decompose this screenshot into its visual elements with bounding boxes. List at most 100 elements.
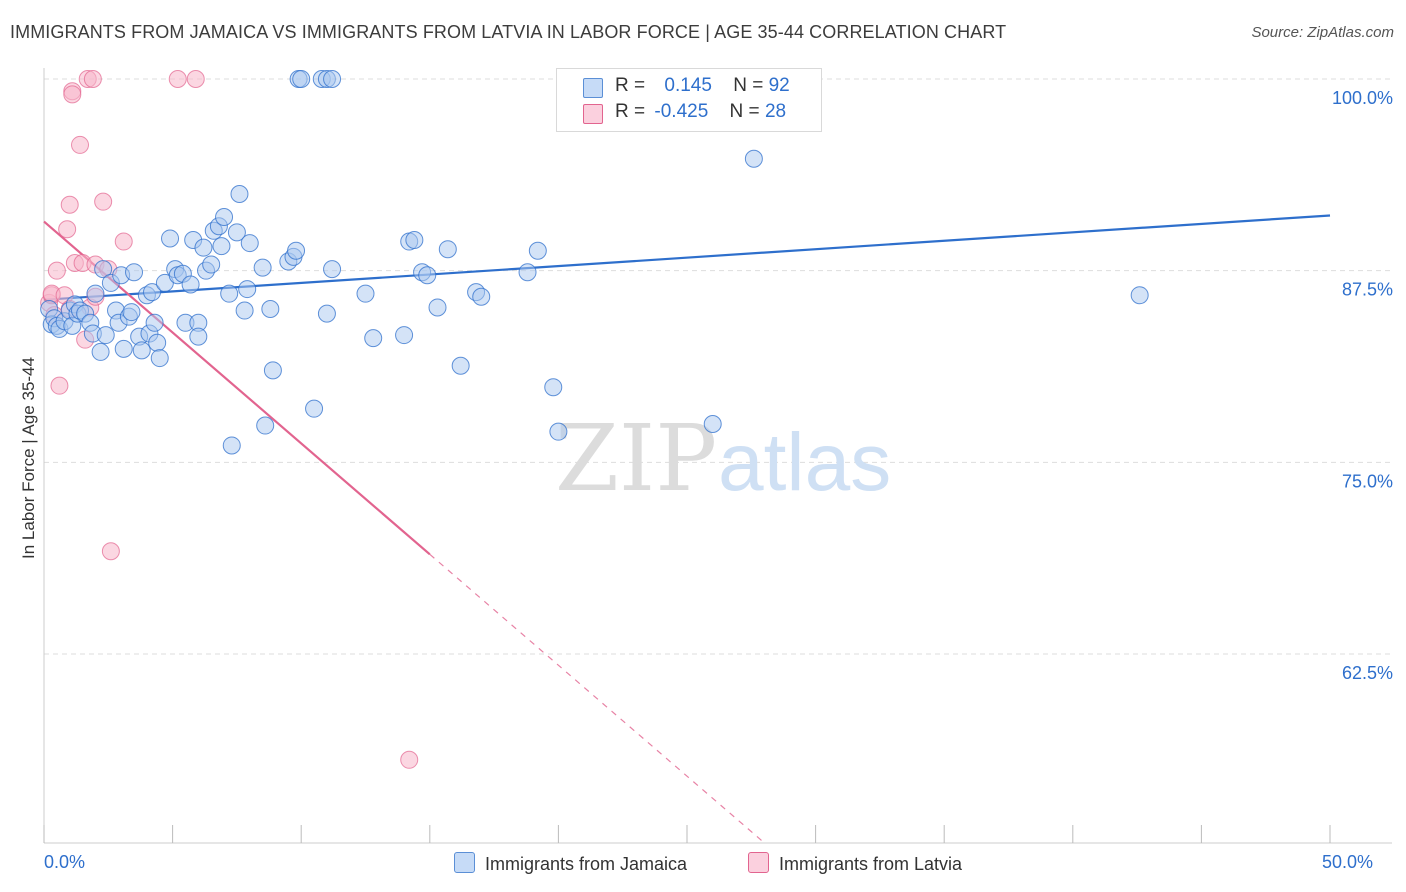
jamaica-point <box>143 283 162 302</box>
jamaica-point <box>256 416 275 435</box>
jamaica-point <box>418 266 437 285</box>
jamaica-point <box>451 356 470 375</box>
legend-swatch-latvia <box>583 104 603 124</box>
latvia-point <box>63 85 82 104</box>
jamaica-point <box>235 301 254 320</box>
jamaica-point <box>96 326 115 345</box>
y-tick-label: 75.0% <box>1342 471 1393 491</box>
jamaica-point <box>544 378 563 397</box>
jamaica-point <box>703 415 722 433</box>
jamaica-point <box>145 313 164 332</box>
jamaica-point <box>323 70 342 88</box>
bottom-legend-latvia: Immigrants from Latvia <box>748 852 962 875</box>
latvia-points <box>40 70 419 769</box>
jamaica-point <box>1130 286 1149 305</box>
latvia-point <box>47 261 66 280</box>
y-tick-labels: 62.5% 75.0% 87.5% 100.0% <box>1332 88 1393 683</box>
watermark: ZIP atlas <box>555 405 891 512</box>
legend-stats-latvia: R = -0.425 N = 28 <box>615 101 786 123</box>
legend-n-value: 92 <box>768 75 790 96</box>
latvia-point <box>83 70 102 88</box>
y-tick-label: 87.5% <box>1342 280 1393 300</box>
jamaica-point <box>263 361 282 380</box>
bottom-legend-swatch-jamaica <box>454 852 475 873</box>
jamaica-point <box>438 240 457 259</box>
jamaica-points <box>40 70 1149 455</box>
latvia-point <box>168 70 187 88</box>
jamaica-point <box>240 234 259 253</box>
jamaica-point <box>91 342 110 361</box>
y-axis-label: In Labor Force | Age 35-44 <box>19 357 38 559</box>
x-tick-max: 50.0% <box>1322 852 1374 872</box>
jamaica-point <box>323 260 342 279</box>
latvia-point <box>400 750 419 769</box>
latvia-trend-extension <box>429 553 765 844</box>
jamaica-point <box>212 237 231 256</box>
bottom-legend-label-latvia: Immigrants from Latvia <box>779 854 963 874</box>
jamaica-trend-line <box>43 214 1331 301</box>
legend-stats-jamaica: R = 0.145 N = 92 <box>615 75 790 97</box>
jamaica-point <box>238 280 257 299</box>
jamaica-point <box>356 284 375 303</box>
jamaica-point <box>744 149 763 168</box>
latvia-point <box>114 232 133 251</box>
jamaica-point <box>292 70 311 88</box>
bottom-legend-label-jamaica: Immigrants from Jamaica <box>485 854 688 874</box>
jamaica-point <box>549 422 568 441</box>
source-credit: Source: ZipAtlas.com <box>1251 24 1394 41</box>
jamaica-point <box>94 260 113 279</box>
latvia-point <box>60 195 79 214</box>
legend-swatch-jamaica <box>583 78 603 98</box>
jamaica-point <box>194 238 213 257</box>
legend-n-label: N = <box>733 75 764 96</box>
jamaica-point <box>405 231 424 249</box>
latvia-point <box>101 542 120 561</box>
legend-r-label: R = <box>615 101 646 122</box>
jamaica-point <box>518 263 537 282</box>
legend-n-value: 28 <box>764 101 787 122</box>
jamaica-point <box>132 341 151 360</box>
axes <box>43 68 1392 844</box>
watermark-atlas: atlas <box>718 417 891 508</box>
jamaica-point <box>125 263 144 282</box>
jamaica-point <box>222 436 241 455</box>
y-tick-label: 62.5% <box>1342 663 1393 683</box>
legend-n-label: N = <box>729 101 760 122</box>
jamaica-point <box>220 284 239 303</box>
jamaica-point <box>253 258 272 277</box>
jamaica-point <box>472 287 491 306</box>
jamaica-point <box>317 304 336 323</box>
watermark-zip: ZIP <box>555 405 717 512</box>
jamaica-point <box>230 185 249 203</box>
jamaica-point <box>189 327 208 346</box>
y-tick-label: 100.0% <box>1332 88 1393 108</box>
grid-lines <box>44 78 1392 655</box>
latvia-point <box>50 376 69 395</box>
correlation-legend: R = 0.145 N = 92 R = -0.425 N = 28 <box>556 68 822 132</box>
bottom-legend-swatch-latvia <box>748 852 769 873</box>
jamaica-point <box>150 349 169 368</box>
latvia-point <box>94 192 113 211</box>
jamaica-point <box>364 329 383 348</box>
jamaica-point <box>428 298 447 317</box>
latvia-point <box>186 70 205 88</box>
x-tick-min: 0.0% <box>44 852 86 872</box>
jamaica-point <box>122 303 141 322</box>
chart-title: IMMIGRANTS FROM JAMAICA VS IMMIGRANTS FR… <box>10 22 1007 42</box>
jamaica-point <box>148 333 167 352</box>
legend-r-label: R = <box>615 75 646 96</box>
jamaica-point <box>287 241 306 260</box>
latvia-point <box>58 220 77 239</box>
jamaica-point <box>261 300 280 318</box>
jamaica-point <box>395 326 414 345</box>
jamaica-point <box>202 255 221 274</box>
latvia-point <box>71 135 90 154</box>
jamaica-point <box>86 284 105 303</box>
bottom-legend-jamaica: Immigrants from Jamaica <box>454 852 687 875</box>
jamaica-point <box>161 229 180 248</box>
jamaica-point <box>528 241 547 260</box>
jamaica-point <box>215 208 234 226</box>
jamaica-point <box>227 223 246 242</box>
legend-r-value: -0.425 <box>654 101 709 122</box>
